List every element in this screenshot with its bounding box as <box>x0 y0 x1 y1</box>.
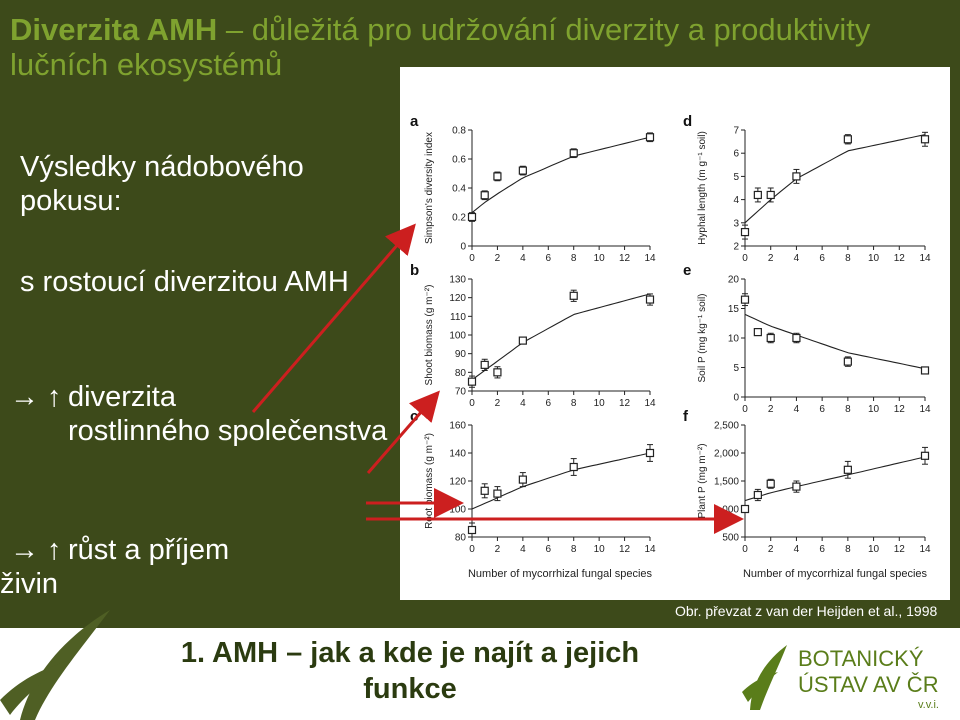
logo-line3: v.v.i. <box>918 699 939 711</box>
leaf-decoration-icon <box>0 600 120 720</box>
arrow-to-panel-a <box>253 228 412 412</box>
logo-line2: ÚSTAV AV ČR <box>798 672 939 697</box>
arrow-to-panel-b <box>368 395 436 473</box>
figure-caption: Obr. převzat z van der Heijden et al., 1… <box>675 603 937 619</box>
botanicky-ustav-logo: BOTANICKÝ ÚSTAV AV ČR v.v.i. <box>742 640 952 712</box>
logo-line1: BOTANICKÝ <box>798 646 924 671</box>
logo-leaf-icon <box>742 645 787 710</box>
bottom-title: 1. AMH – jak a kde je najít a jejich fun… <box>140 635 680 707</box>
